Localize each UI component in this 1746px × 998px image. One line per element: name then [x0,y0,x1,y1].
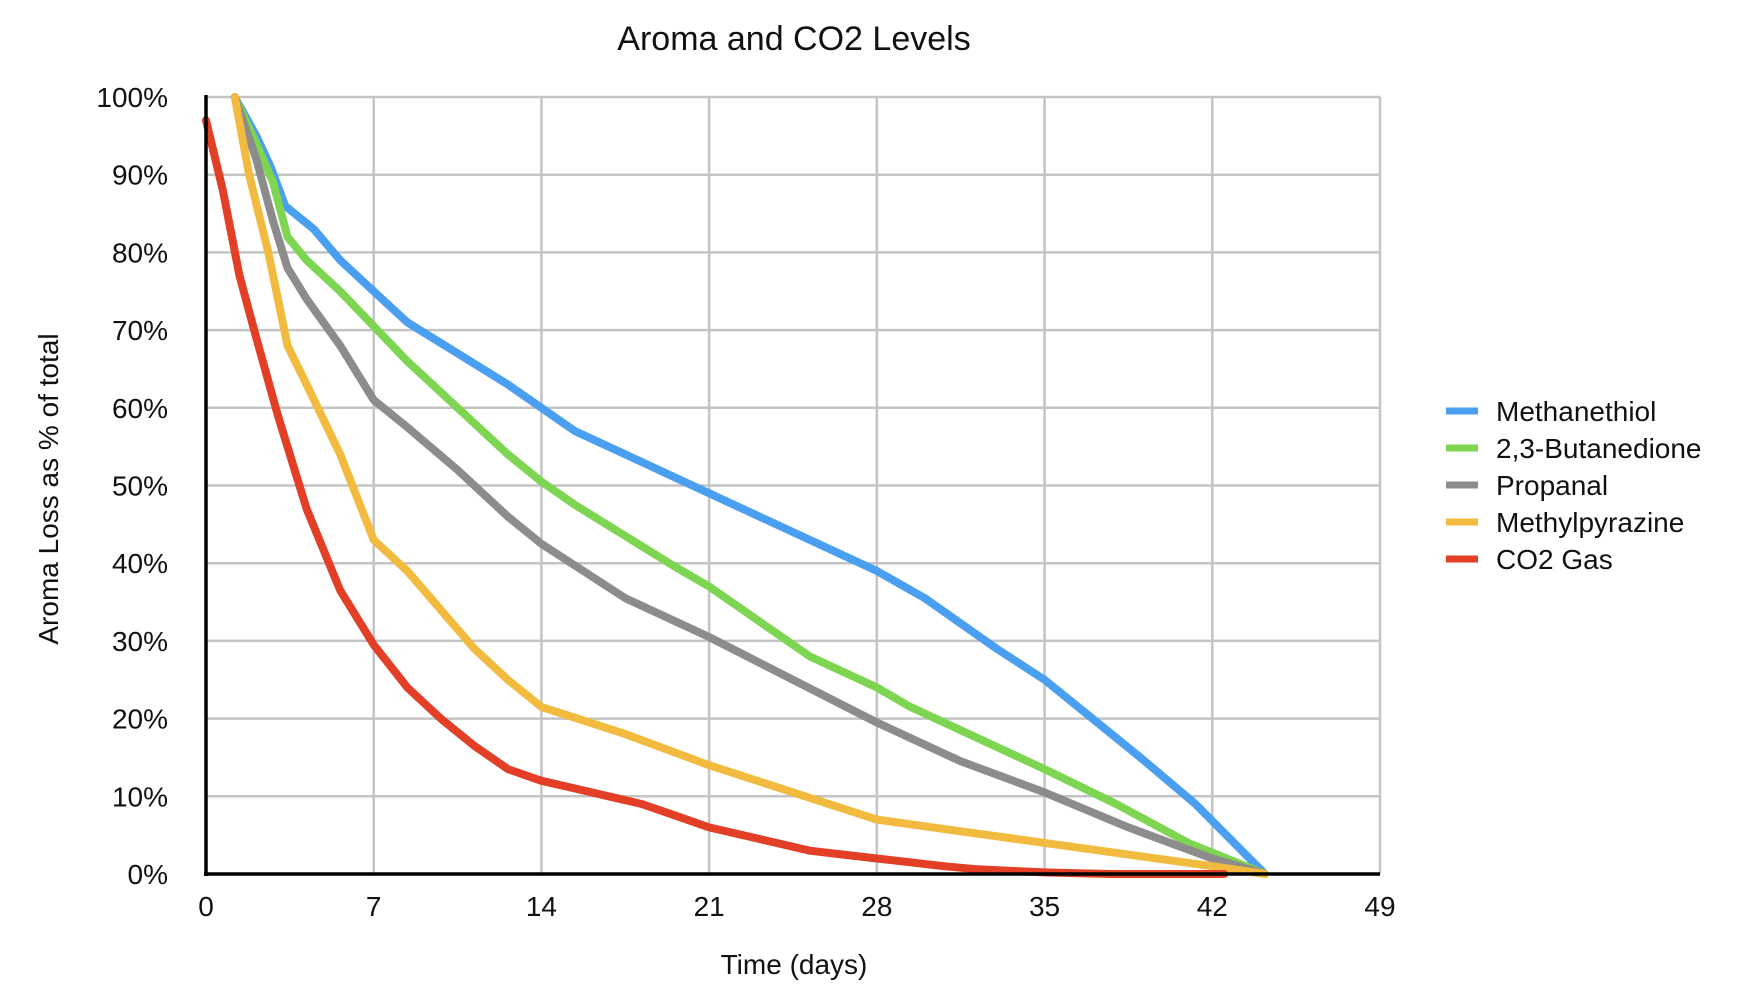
series-line-2-3-butanedione [230,93,1269,878]
x-axis-title: Time (days) [721,949,868,980]
y-tick-label: 70% [112,315,168,346]
y-tick-label: 0% [128,859,168,890]
y-tick-label: 10% [112,781,168,812]
x-tick-label: 21 [694,891,725,922]
x-tick-label: 42 [1197,891,1228,922]
legend-label: Methanethiol [1496,396,1656,427]
y-tick-label: 20% [112,704,168,735]
legend-label: Methylpyrazine [1496,507,1684,538]
y-axis-title: Aroma Loss as % of total [33,333,64,644]
series-line-methylpyrazine [230,93,1269,878]
x-tick-label: 14 [526,891,557,922]
x-tick-label: 7 [366,891,382,922]
legend: Methanethiol 2,3-Butanedione Propanal Methy… [1446,396,1702,575]
axes [204,95,1380,876]
y-tick-label: 90% [112,160,168,191]
y-tick-label: 60% [112,393,168,424]
grid [206,95,1382,874]
x-tick-label: 28 [861,891,892,922]
y-tick-label: 40% [112,548,168,579]
legend-label: 2,3-Butanedione [1496,433,1702,464]
legend-label: CO2 Gas [1496,544,1613,575]
y-tick-label: 80% [112,237,168,268]
tick-labels: 0% 10% 20% 30% 40% 50% 60% 70% 80% 90% 100% 0 7 14 21 2… [96,82,1395,922]
legend-label: Propanal [1496,470,1608,501]
chart-title: Aroma and CO2 Levels [617,20,970,58]
y-tick-label: 100% [96,82,168,113]
x-tick-label: 0 [198,891,214,922]
x-tick-label: 35 [1029,891,1060,922]
series-line-propanal [230,93,1269,878]
x-tick-label: 49 [1364,891,1395,922]
y-tick-label: 30% [112,626,168,657]
series-line-methanethiol [230,93,1269,878]
y-tick-label: 50% [112,471,168,502]
